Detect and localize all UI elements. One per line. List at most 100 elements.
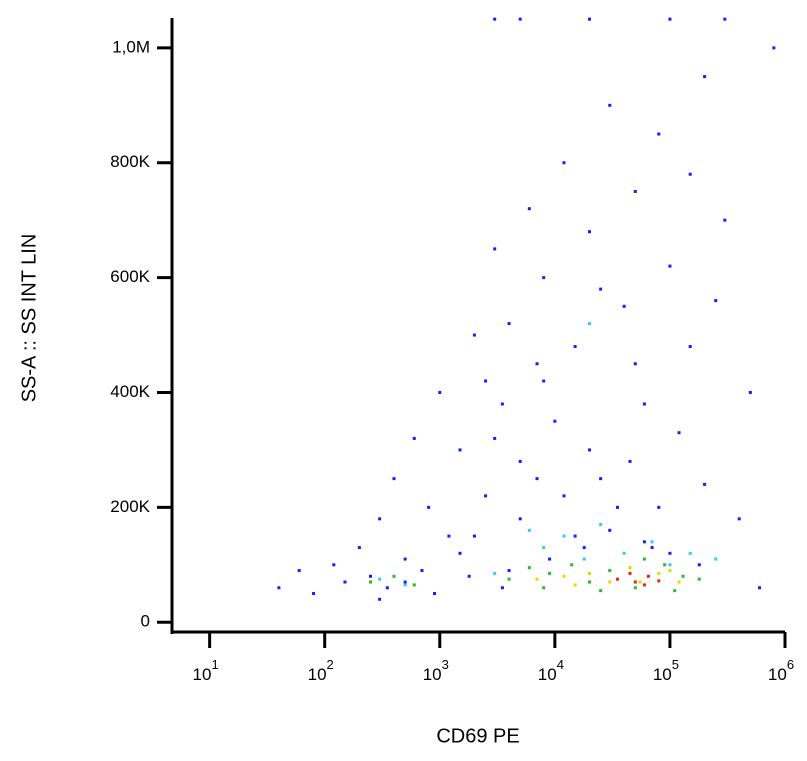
dot — [642, 540, 646, 544]
dot — [403, 580, 407, 584]
dot — [357, 546, 361, 550]
dot — [650, 546, 654, 550]
dot — [500, 402, 504, 406]
dot — [633, 580, 637, 584]
dot — [642, 583, 646, 587]
dot — [570, 563, 574, 567]
dot — [392, 574, 396, 578]
dot — [615, 505, 619, 509]
dot — [772, 46, 776, 50]
dot — [378, 577, 382, 581]
dot — [599, 477, 603, 481]
dot — [628, 571, 632, 575]
dot — [312, 592, 316, 596]
dot — [677, 580, 681, 584]
dot — [608, 103, 612, 107]
x-tick-label: 105 — [653, 657, 679, 684]
dot — [642, 402, 646, 406]
dot — [668, 17, 672, 21]
dot — [599, 589, 603, 593]
dot — [518, 517, 522, 521]
dot — [484, 379, 488, 383]
dot — [378, 597, 382, 601]
dot — [500, 586, 504, 590]
dot — [668, 551, 672, 555]
dot — [548, 557, 552, 561]
x-tick-exponent: 1 — [211, 657, 218, 672]
dot — [527, 566, 531, 570]
dot — [587, 17, 591, 21]
dot — [472, 333, 476, 337]
dot — [714, 557, 718, 561]
dot — [622, 304, 626, 308]
dot — [599, 523, 603, 527]
y-tick-label: 200K — [110, 497, 150, 516]
x-tick-label: 103 — [423, 657, 449, 684]
y-tick-label: 0 — [141, 612, 150, 631]
dot — [332, 563, 336, 567]
dot — [587, 448, 591, 452]
dot — [663, 563, 667, 567]
x-tick-base: 10 — [193, 665, 212, 684]
y-tick-label: 600K — [110, 267, 150, 286]
dot — [615, 577, 619, 581]
dot — [553, 419, 557, 423]
y-tick-label: 1,0M — [112, 37, 150, 56]
dot — [573, 583, 577, 587]
dot — [507, 569, 511, 573]
dot — [688, 551, 692, 555]
dot — [472, 534, 476, 538]
dot — [493, 247, 497, 251]
dot — [757, 586, 761, 590]
dot — [562, 574, 566, 578]
x-tick-label: 104 — [538, 657, 564, 684]
dot — [562, 161, 566, 165]
dot — [548, 571, 552, 575]
dot — [697, 577, 701, 581]
dot — [535, 477, 539, 481]
dot — [378, 517, 382, 521]
dot — [582, 557, 586, 561]
dot — [688, 172, 692, 176]
dot — [608, 580, 612, 584]
dot — [542, 379, 546, 383]
dot — [527, 207, 531, 211]
dot — [458, 448, 462, 452]
y-axis-label: SS-A :: SS INT LIN — [18, 234, 40, 403]
x-tick-exponent: 5 — [672, 657, 679, 672]
dot — [582, 546, 586, 550]
dot — [668, 569, 672, 573]
x-tick-label: 102 — [308, 657, 334, 684]
dot — [737, 517, 741, 521]
dot — [277, 586, 281, 590]
x-tick-base: 10 — [308, 665, 327, 684]
dot — [542, 546, 546, 550]
dot — [673, 589, 677, 593]
dot — [657, 579, 661, 583]
dot — [507, 577, 511, 581]
dot — [438, 390, 442, 394]
dot — [688, 345, 692, 349]
dot — [518, 17, 522, 21]
x-tick-exponent: 4 — [557, 657, 564, 672]
dot — [562, 534, 566, 538]
dot — [703, 482, 707, 486]
dot — [748, 390, 752, 394]
dot — [646, 574, 650, 578]
dot — [608, 569, 612, 573]
x-tick-base: 10 — [653, 665, 672, 684]
x-tick-exponent: 6 — [787, 657, 794, 672]
dot — [484, 494, 488, 498]
x-tick-label: 101 — [193, 657, 219, 684]
dot — [723, 218, 727, 222]
dot — [633, 362, 637, 366]
dot — [573, 345, 577, 349]
dot — [587, 322, 591, 326]
dot — [392, 477, 396, 481]
x-tick-base: 10 — [423, 665, 442, 684]
dot — [657, 505, 661, 509]
dot — [628, 566, 632, 570]
dot — [493, 17, 497, 21]
dot — [587, 230, 591, 234]
